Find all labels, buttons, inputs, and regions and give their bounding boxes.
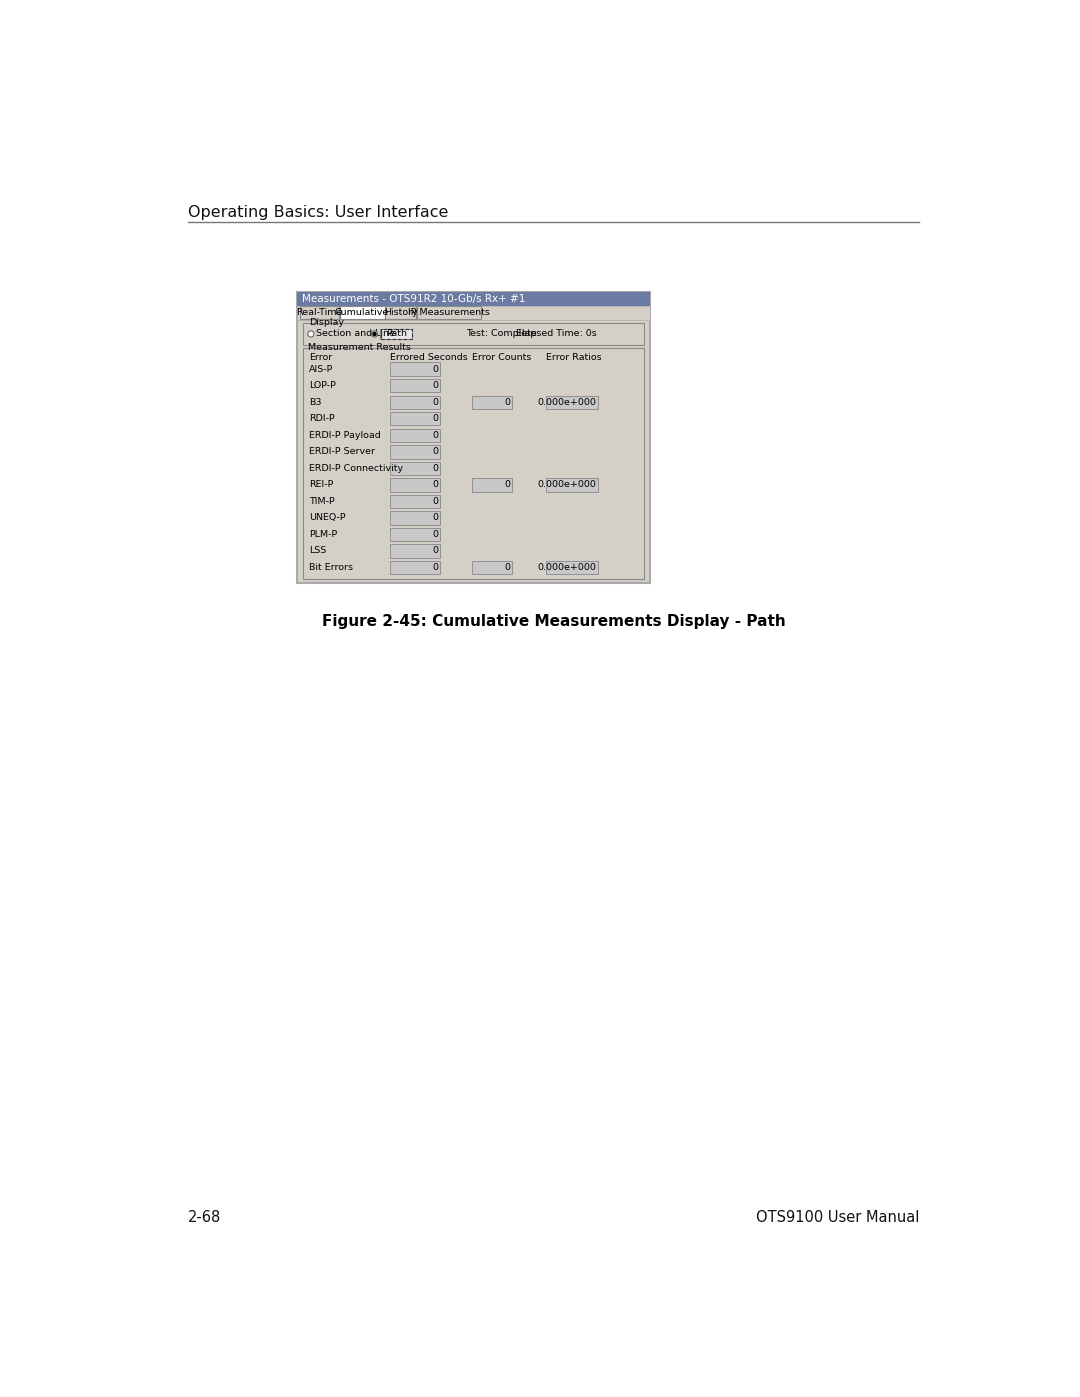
Text: Error: Error [309, 352, 333, 362]
Text: 0: 0 [504, 481, 510, 489]
Text: 0: 0 [504, 398, 510, 407]
Text: B3: B3 [309, 398, 322, 407]
Text: Measurement Results: Measurement Results [308, 342, 410, 352]
Text: Cumulative: Cumulative [335, 309, 389, 317]
Text: Real-Time: Real-Time [296, 307, 342, 317]
Text: Display: Display [309, 319, 345, 327]
Text: 0: 0 [432, 447, 438, 457]
Text: ERDI-P Server: ERDI-P Server [309, 447, 376, 457]
Bar [545, 395, 598, 409]
Text: 0: 0 [432, 529, 438, 539]
Bar [390, 429, 441, 441]
Text: Error Counts: Error Counts [472, 352, 531, 362]
Text: 0: 0 [432, 415, 438, 423]
Text: 0: 0 [432, 546, 438, 556]
Text: Section and Line: Section and Line [315, 330, 394, 338]
Text: LOP-P: LOP-P [309, 381, 336, 390]
Bar [545, 478, 598, 492]
Text: 0.000e+000: 0.000e+000 [537, 481, 596, 489]
Bar [390, 461, 441, 475]
Text: OTS9100 User Manual: OTS9100 User Manual [756, 1210, 919, 1225]
Circle shape [308, 331, 314, 337]
Text: Test: Complete: Test: Complete [465, 330, 537, 338]
Text: Operating Basics: User Interface: Operating Basics: User Interface [188, 205, 448, 219]
Text: Elapsed Time: 0s: Elapsed Time: 0s [516, 330, 597, 338]
Bar [472, 478, 512, 492]
Text: 0: 0 [432, 398, 438, 407]
Text: REI-P: REI-P [309, 481, 334, 489]
Text: Figure 2-45: Cumulative Measurements Display - Path: Figure 2-45: Cumulative Measurements Dis… [322, 615, 785, 630]
Text: AIS-P: AIS-P [309, 365, 334, 373]
Bar [297, 292, 650, 306]
Bar [339, 306, 384, 320]
Text: 0: 0 [432, 381, 438, 390]
Text: 2-68: 2-68 [188, 1210, 221, 1225]
Bar [390, 412, 441, 426]
Text: 0: 0 [432, 563, 438, 571]
Bar [390, 560, 441, 574]
Text: 0: 0 [432, 481, 438, 489]
Text: Errored Seconds: Errored Seconds [390, 352, 468, 362]
Circle shape [373, 332, 376, 335]
Text: Error Ratios: Error Ratios [545, 352, 602, 362]
Text: 0.000e+000: 0.000e+000 [537, 563, 596, 571]
Circle shape [372, 331, 378, 337]
Bar [390, 478, 441, 492]
Text: History: History [384, 307, 418, 317]
Text: 0: 0 [432, 514, 438, 522]
Bar [390, 379, 441, 393]
Text: ERDI-P Payload: ERDI-P Payload [309, 430, 381, 440]
Text: 0.000e+000: 0.000e+000 [537, 398, 596, 407]
Bar [390, 446, 441, 458]
Bar [300, 306, 339, 319]
Text: ERDI-P Connectivity: ERDI-P Connectivity [309, 464, 404, 472]
Bar [297, 306, 650, 320]
Text: 0: 0 [432, 464, 438, 472]
Bar [472, 560, 512, 574]
Text: PLM-P: PLM-P [309, 529, 338, 539]
Bar [303, 323, 644, 345]
Text: 0: 0 [432, 497, 438, 506]
Text: IP Measurements: IP Measurements [408, 307, 490, 317]
Bar [390, 362, 441, 376]
Bar [390, 528, 441, 541]
Text: 0: 0 [432, 430, 438, 440]
Bar [545, 560, 598, 574]
Text: TIM-P: TIM-P [309, 497, 335, 506]
Bar [386, 306, 416, 319]
Bar [380, 330, 411, 338]
Text: 0: 0 [432, 365, 438, 373]
Bar [390, 545, 441, 557]
Text: Bit Errors: Bit Errors [309, 563, 353, 571]
Bar [303, 348, 644, 578]
Bar [417, 306, 481, 319]
Text: LSS: LSS [309, 546, 326, 556]
Text: 0: 0 [504, 563, 510, 571]
Bar [390, 511, 441, 525]
Bar [390, 395, 441, 409]
Bar [472, 395, 512, 409]
Bar [380, 328, 413, 339]
Text: UNEQ-P: UNEQ-P [309, 514, 346, 522]
Text: Path: Path [386, 330, 407, 338]
Text: Measurements - OTS91R2 10-Gb/s Rx+ #1: Measurements - OTS91R2 10-Gb/s Rx+ #1 [301, 295, 525, 305]
Bar [390, 495, 441, 509]
Text: RDI-P: RDI-P [309, 415, 335, 423]
Bar [297, 292, 650, 584]
